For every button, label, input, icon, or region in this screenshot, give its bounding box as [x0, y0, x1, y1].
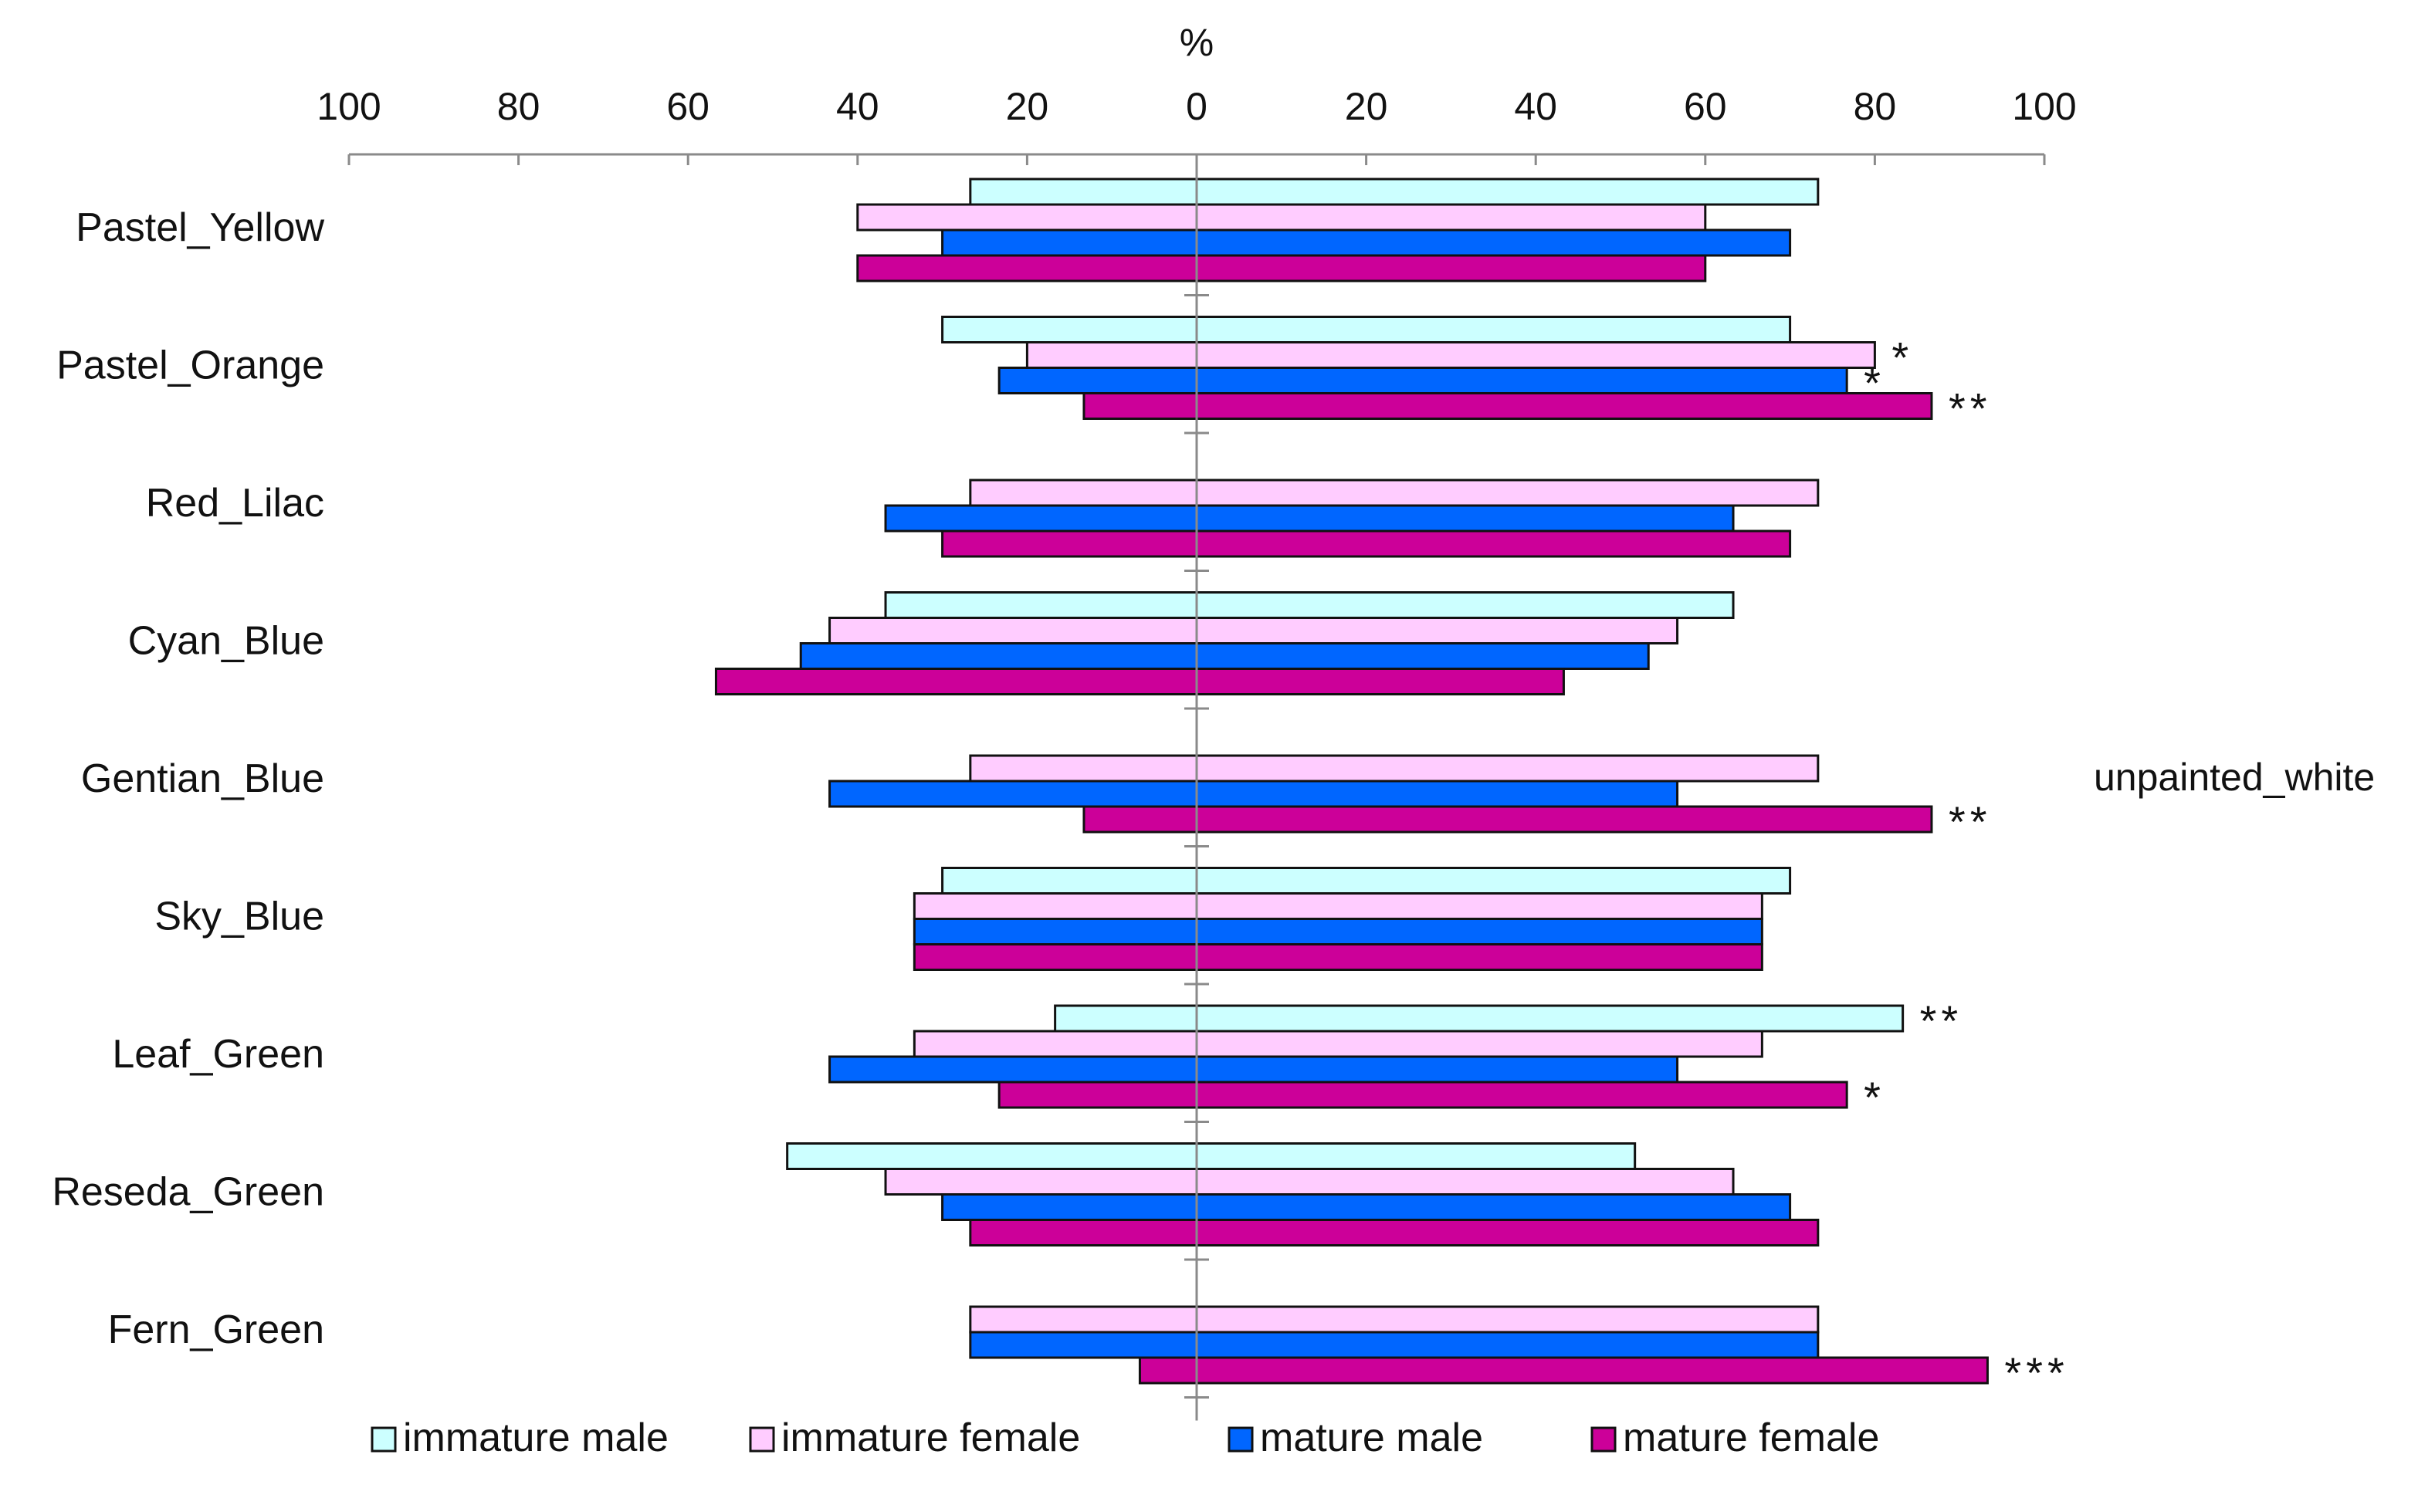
- bar-red-lilac-mature-male: [884, 504, 1735, 533]
- category-label-leaf-green: Leaf_Green: [112, 1032, 324, 1077]
- category-label-sky-blue: Sky_Blue: [154, 895, 324, 939]
- bar-reseda-green-mature-male: [941, 1193, 1792, 1221]
- bar-sky-blue-immature-female: [913, 892, 1763, 920]
- bar-pastel-yellow-mature-male: [941, 228, 1792, 257]
- x-tick-label-2: 60: [666, 85, 710, 128]
- legend-label-mature-female: mature female: [1623, 1416, 1879, 1460]
- bar-sky-blue-immature-male: [941, 867, 1792, 895]
- x-tick-label-3: 40: [836, 85, 879, 128]
- bar-cyan-blue-mature-female: [714, 668, 1565, 695]
- legend-label-immature-female: immature female: [781, 1416, 1080, 1460]
- significance-pastel-orange-mature-female: **: [1949, 384, 1992, 433]
- bar-fern-green-mature-female: [1138, 1356, 1989, 1385]
- bar-cyan-blue-mature-male: [799, 642, 1650, 670]
- bar-reseda-green-mature-female: [969, 1219, 1820, 1246]
- significance-fern-green-mature-female: ***: [2004, 1348, 2068, 1397]
- bar-reseda-green-immature-male: [786, 1142, 1637, 1170]
- x-tick-label-0: 100: [317, 85, 381, 128]
- significance-annotations: ************: [1864, 333, 2068, 1398]
- bar-fern-green-immature-female: [969, 1305, 1820, 1334]
- bar-pastel-orange-mature-female: [1082, 392, 1933, 420]
- side-label-unpainted-white: unpainted_white: [2094, 756, 2375, 799]
- x-axis-label: %: [1180, 21, 1214, 64]
- x-tick-label-5: 0: [1186, 85, 1207, 128]
- bar-reseda-green-immature-female: [884, 1168, 1735, 1196]
- legend-swatch-mature-female: [1590, 1426, 1617, 1453]
- bar-gentian-blue-mature-female: [1082, 805, 1933, 834]
- bar-leaf-green-mature-female: [997, 1081, 1848, 1109]
- legend: immature male immature female mature male m…: [371, 1416, 1879, 1460]
- bar-leaf-green-immature-male: [1054, 1004, 1905, 1033]
- significance-leaf-green-immature-male: **: [1920, 996, 1963, 1045]
- category-labels: Pastel_Yellow Pastel_Orange Red_Lilac Cyan_…: [52, 205, 324, 1352]
- bar-leaf-green-immature-female: [913, 1030, 1763, 1058]
- significance-leaf-green-mature-female: *: [1864, 1073, 1885, 1121]
- category-label-reseda-green: Reseda_Green: [52, 1170, 324, 1215]
- bar-pastel-yellow-mature-female: [856, 254, 1707, 282]
- bar-gentian-blue-mature-male: [828, 780, 1679, 808]
- significance-pastel-orange-immature-female: *: [1891, 333, 1913, 382]
- x-tick-label-9: 80: [1854, 85, 1897, 128]
- bar-pastel-orange-immature-female: [1025, 341, 1876, 369]
- bars: [714, 178, 1989, 1385]
- bar-gentian-blue-immature-female: [969, 754, 1820, 783]
- category-label-pastel-yellow: Pastel_Yellow: [76, 205, 324, 250]
- category-label-cyan-blue: Cyan_Blue: [128, 619, 324, 664]
- bar-leaf-green-mature-male: [828, 1055, 1679, 1084]
- significance-pastel-orange-mature-male: *: [1864, 359, 1885, 408]
- bar-cyan-blue-immature-male: [884, 591, 1735, 619]
- x-tick-label-8: 60: [1684, 85, 1727, 128]
- bar-cyan-blue-immature-female: [828, 617, 1679, 644]
- legend-label-immature-male: immature male: [403, 1416, 669, 1460]
- bar-red-lilac-mature-female: [941, 529, 1792, 558]
- bar-sky-blue-mature-male: [913, 918, 1763, 945]
- legend-label-mature-male: mature male: [1260, 1416, 1483, 1460]
- bar-pastel-orange-immature-male: [941, 316, 1792, 343]
- x-tick-label-7: 40: [1514, 85, 1557, 128]
- x-tick-label-4: 20: [1006, 85, 1049, 128]
- bar-pastel-orange-mature-male: [997, 367, 1848, 394]
- x-tick-label-10: 100: [2012, 85, 2076, 128]
- category-label-pastel-orange: Pastel_Orange: [56, 343, 324, 388]
- bar-pastel-yellow-immature-female: [856, 203, 1707, 232]
- bar-sky-blue-mature-female: [913, 943, 1763, 971]
- bar-red-lilac-immature-female: [969, 479, 1820, 507]
- category-label-red-lilac: Red_Lilac: [146, 481, 324, 526]
- x-tick-label-1: 80: [497, 85, 540, 128]
- category-label-gentian-blue: Gentian_Blue: [81, 756, 324, 801]
- x-tick-label-6: 20: [1345, 85, 1388, 128]
- legend-swatch-mature-male: [1228, 1426, 1254, 1453]
- legend-swatch-immature-female: [749, 1426, 775, 1453]
- category-label-fern-green: Fern_Green: [108, 1307, 324, 1352]
- significance-gentian-blue-mature-female: **: [1949, 797, 1992, 846]
- bar-pastel-yellow-immature-male: [969, 178, 1820, 206]
- legend-swatch-immature-male: [371, 1426, 397, 1453]
- bar-fern-green-mature-male: [969, 1331, 1820, 1359]
